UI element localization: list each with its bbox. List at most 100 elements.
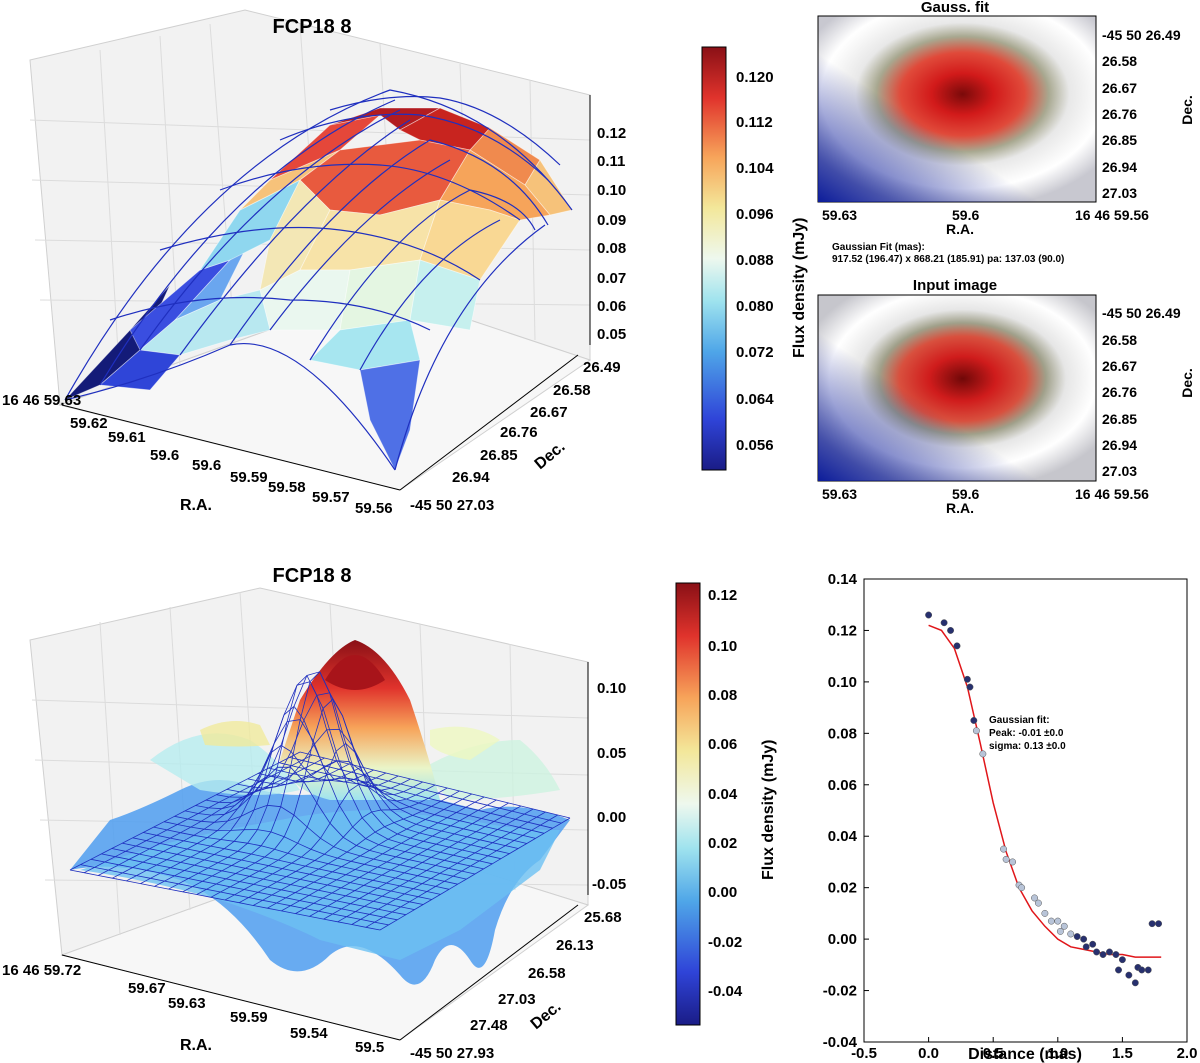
x-tick: 2.0 bbox=[1177, 1045, 1198, 1062]
cbar-tick: 0.02 bbox=[708, 835, 737, 852]
top-3d-ylabel: Dec. bbox=[532, 438, 569, 473]
data-point bbox=[1000, 845, 1007, 853]
y-tick: 26.67 bbox=[1102, 358, 1137, 374]
data-point bbox=[1125, 971, 1133, 979]
mesh-wireframe bbox=[69, 671, 571, 931]
y-tick: 27.03 bbox=[498, 991, 536, 1008]
cbar-tick: 0.104 bbox=[736, 160, 774, 177]
y-tick: 0.12 bbox=[828, 622, 857, 639]
z-tick: 0.09 bbox=[597, 212, 626, 229]
z-tick: 0.11 bbox=[597, 153, 625, 170]
mesh-line bbox=[299, 751, 571, 819]
x-tick: 59.6 bbox=[150, 447, 179, 464]
bottom-colorbar-label: Flux density (mJy) bbox=[760, 740, 777, 880]
profile-ticks: -0.5 0.0 0.5 1.0 1.5 2.0 -0.04 -0.02 0.00 0.02 0.0… bbox=[823, 571, 1198, 1062]
y-tick: -45 50 26.49 bbox=[1102, 27, 1181, 43]
bottom-3d-z-ticks: 0.10 0.05 0.00 -0.05 bbox=[592, 680, 626, 893]
x-tick: 16 46 59.56 bbox=[1075, 486, 1149, 502]
x-tick: 0.0 bbox=[918, 1045, 939, 1062]
y-tick: 26.58 bbox=[553, 382, 591, 399]
gauss-fit-image-panel: Gauss. fit 59.63 59.6 16 46 59.56 R.A. -… bbox=[817, 0, 1195, 265]
top-colorbar: 0.120 0.112 0.104 0.096 0.088 0.080 0.07… bbox=[701, 46, 808, 471]
data-point bbox=[1060, 922, 1068, 930]
bottom-3d-y-ticks: 25.68 26.13 26.58 27.03 27.48 -45 50 27.… bbox=[410, 909, 622, 1062]
profile-xlabel: Distance (mas) bbox=[968, 1046, 1082, 1063]
bottom-3d-x-ticks: 16 46 59.72 59.67 59.63 59.59 59.54 59.5 bbox=[2, 962, 384, 1056]
data-point bbox=[1082, 943, 1090, 951]
mesh-line bbox=[351, 811, 546, 925]
cbar-tick: 0.00 bbox=[708, 884, 737, 901]
z-tick: 0.07 bbox=[597, 270, 626, 287]
cbar-tick: 0.06 bbox=[708, 736, 737, 753]
cbar-tick: 0.088 bbox=[736, 252, 774, 269]
input-xlabel: R.A. bbox=[946, 500, 974, 516]
x-tick: 59.63 bbox=[822, 486, 857, 502]
data-point bbox=[1041, 909, 1049, 917]
y-axis-line bbox=[399, 904, 579, 1041]
cbar-tick: 0.112 bbox=[736, 114, 773, 131]
x-tick: 59.67 bbox=[128, 980, 166, 997]
colorbar-gradient bbox=[675, 582, 701, 1026]
mesh-line bbox=[309, 802, 509, 917]
x-tick: 59.63 bbox=[822, 207, 857, 223]
y-tick: 26.49 bbox=[583, 359, 621, 376]
data-point bbox=[966, 683, 974, 691]
gauss-y-ticks: -45 50 26.49 26.58 26.67 26.76 26.85 26.… bbox=[1102, 27, 1181, 201]
data-point bbox=[1056, 927, 1064, 935]
mesh-line bbox=[226, 692, 510, 854]
mesh-line bbox=[323, 805, 522, 920]
top-3d-xlabel: R.A. bbox=[180, 497, 212, 514]
y-tick: 0.08 bbox=[828, 725, 857, 742]
gauss-ylabel: Dec. bbox=[1179, 95, 1195, 125]
x-tick: 59.54 bbox=[290, 1025, 328, 1042]
data-point bbox=[1099, 951, 1107, 958]
y-tick: 26.76 bbox=[500, 424, 538, 441]
x-tick: 16 46 59.56 bbox=[1075, 207, 1149, 223]
x-tick: 16 46 59.63 bbox=[2, 392, 81, 409]
data-point bbox=[1112, 951, 1120, 958]
z-tick: 0.00 bbox=[597, 809, 626, 826]
data-point bbox=[1093, 948, 1101, 956]
bottom-colorbar: 0.12 0.10 0.08 0.06 0.04 0.02 0.00 -0.02… bbox=[675, 582, 777, 1026]
data-point bbox=[925, 611, 933, 619]
data-point bbox=[1118, 956, 1126, 964]
x-tick: 59.63 bbox=[168, 995, 206, 1012]
mesh-line bbox=[365, 814, 558, 928]
surface-patches bbox=[70, 640, 570, 985]
data-point bbox=[953, 642, 961, 650]
mesh-line bbox=[379, 817, 571, 931]
y-tick: 0.02 bbox=[828, 880, 857, 897]
top-3d-plot: FCP18 8 16 46 59.63 59.62 59.61 59.6 59.… bbox=[2, 9, 626, 517]
x-tick: 59.6 bbox=[952, 486, 979, 502]
data-point bbox=[940, 619, 948, 627]
data-point bbox=[1002, 855, 1010, 863]
top-3d-y-ticks: 26.49 26.58 26.67 26.76 26.85 26.94 -45 … bbox=[410, 359, 621, 514]
data-point bbox=[1018, 884, 1026, 892]
z-tick: 0.10 bbox=[597, 680, 626, 697]
mesh-line bbox=[253, 790, 460, 906]
data-point bbox=[947, 626, 955, 634]
cbar-tick: 0.04 bbox=[708, 786, 738, 803]
gauss-x-ticks: 59.63 59.6 16 46 59.56 bbox=[822, 207, 1149, 223]
y-tick: 26.94 bbox=[452, 469, 490, 486]
mesh-line bbox=[289, 757, 562, 824]
input-ylabel: Dec. bbox=[1179, 368, 1195, 398]
data-point bbox=[1080, 935, 1088, 943]
wireframe bbox=[64, 89, 573, 471]
profile-annotation-2: Peak: -0.01 ±0.0 bbox=[989, 728, 1064, 739]
y-tick: 26.58 bbox=[1102, 332, 1137, 348]
y-tick: -45 50 26.49 bbox=[1102, 305, 1181, 321]
cbar-tick: 0.08 bbox=[708, 687, 737, 704]
data-point bbox=[1089, 940, 1097, 948]
data-point bbox=[1131, 979, 1139, 987]
y-tick: 26.58 bbox=[528, 965, 566, 982]
data-point bbox=[1067, 930, 1075, 938]
mesh-line bbox=[238, 787, 448, 904]
cbar-tick: 0.12 bbox=[708, 587, 737, 604]
x-tick: 59.6 bbox=[192, 457, 221, 474]
y-tick: -0.04 bbox=[823, 1034, 858, 1051]
profile-plot: -0.5 0.0 0.5 1.0 1.5 2.0 -0.04 -0.02 0.00 0.02 0.0… bbox=[823, 571, 1198, 1063]
data-point bbox=[979, 750, 987, 758]
y-tick: 26.85 bbox=[1102, 411, 1137, 427]
x-tick: 59.59 bbox=[230, 469, 268, 486]
